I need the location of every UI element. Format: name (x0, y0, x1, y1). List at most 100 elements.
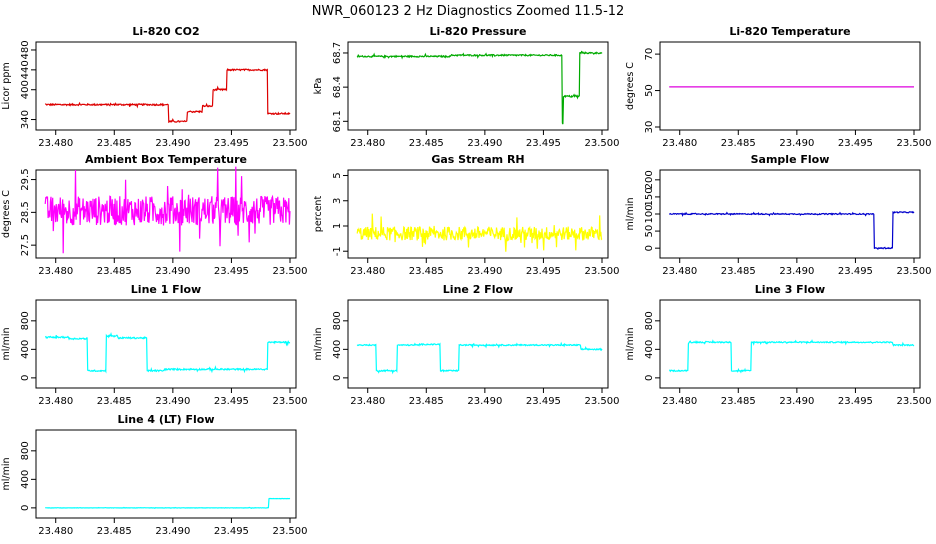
x-tick-label: 23.495 (838, 266, 873, 277)
plot-frame (35, 169, 297, 259)
x-tick-label: 23.485 (409, 138, 444, 149)
panel-title: Li-820 CO2 (132, 25, 199, 38)
x-tick-label: 23.485 (97, 526, 132, 537)
x-tick-label: 23.490 (155, 138, 190, 149)
y-tick-label: 5 (332, 172, 343, 178)
x-tick-label: 23.490 (779, 396, 814, 407)
y-tick-label: 28.5 (20, 201, 31, 223)
y-tick-label: 400 (332, 340, 343, 359)
x-tick-label: 23.500 (273, 526, 308, 537)
y-tick-label: 0 (20, 505, 31, 511)
panel-title: Line 4 (LT) Flow (118, 413, 215, 426)
x-tick-label: 23.485 (409, 266, 444, 277)
plot-frame (347, 169, 609, 259)
y-axis-label: degrees C (1, 190, 12, 238)
plot-frame (35, 41, 297, 131)
x-tick-label: 23.490 (467, 138, 502, 149)
x-tick-label: 23.485 (97, 138, 132, 149)
series-line (45, 332, 291, 374)
y-tick-label: 68.4 (332, 76, 343, 98)
y-tick-label: 400 (20, 80, 31, 99)
y-tick-label: 800 (332, 311, 343, 330)
y-tick-label: 800 (644, 311, 655, 330)
x-tick-label: 23.485 (97, 266, 132, 277)
x-tick-label: 23.480 (662, 138, 697, 149)
x-tick-label: 23.480 (662, 396, 697, 407)
x-tick-label: 23.480 (38, 526, 73, 537)
y-tick-label: 400 (644, 340, 655, 359)
y-tick-label: 440 (20, 60, 31, 79)
x-tick-label: 23.490 (155, 526, 190, 537)
y-tick-label: 0 (332, 375, 343, 381)
x-tick-label: 23.495 (838, 138, 873, 149)
x-tick-label: 23.495 (214, 526, 249, 537)
panel-title: Ambient Box Temperature (85, 153, 247, 166)
x-tick-label: 23.490 (779, 138, 814, 149)
y-tick-label: 30 (644, 121, 655, 134)
y-tick-label: 29.5 (20, 168, 31, 190)
x-tick-label: 23.500 (273, 138, 308, 149)
x-tick-label: 23.485 (409, 396, 444, 407)
y-tick-label: 1 (332, 223, 343, 229)
panel-title: Li-820 Temperature (729, 25, 850, 38)
y-tick-label: 480 (20, 40, 31, 59)
y-tick-label: 400 (20, 340, 31, 359)
y-tick-label: 800 (20, 441, 31, 460)
y-tick-label: 340 (20, 110, 31, 129)
plot-frame (347, 299, 609, 389)
x-tick-label: 23.485 (721, 396, 756, 407)
y-tick-label: 0 (644, 245, 655, 251)
panel-title: Li-820 Pressure (430, 25, 527, 38)
y-tick-label: 150 (644, 187, 655, 206)
figure-title: NWR_060123 2 Hz Diagnostics Zoomed 11.5-… (312, 4, 625, 19)
y-axis-label: ml/min (1, 457, 12, 490)
y-tick-label: 400 (20, 470, 31, 489)
y-axis-label: percent (313, 196, 324, 233)
panel-3: Li-820 Temperature 23.480 23.485 23.490 23.4… (625, 25, 932, 149)
x-tick-label: 23.500 (897, 138, 932, 149)
x-tick-label: 23.485 (721, 138, 756, 149)
x-tick-label: 23.480 (38, 396, 73, 407)
y-tick-label: 100 (644, 204, 655, 223)
x-tick-label: 23.480 (662, 266, 697, 277)
panel-9: Line 3 Flow 23.480 23.485 23.490 23.495 23.50… (625, 283, 932, 407)
x-tick-label: 23.500 (897, 266, 932, 277)
plot-frame (347, 41, 609, 131)
y-tick-label: 50 (644, 225, 655, 238)
panel-10: Line 4 (LT) Flow 23.480 23.485 23.490 23.495… (1, 413, 308, 537)
x-tick-label: 23.495 (838, 396, 873, 407)
x-tick-label: 23.485 (721, 266, 756, 277)
y-tick-label: 200 (644, 170, 655, 189)
x-tick-label: 23.500 (585, 138, 620, 149)
x-tick-label: 23.490 (467, 266, 502, 277)
y-tick-label: 800 (20, 311, 31, 330)
x-tick-label: 23.500 (897, 396, 932, 407)
x-tick-label: 23.495 (214, 138, 249, 149)
y-axis-label: ml/min (313, 327, 324, 360)
x-tick-label: 23.490 (155, 266, 190, 277)
y-tick-label: 0 (644, 375, 655, 381)
y-tick-label: 3 (332, 198, 343, 204)
y-tick-label: 27.5 (20, 234, 31, 256)
y-tick-label: 68.1 (332, 110, 343, 132)
series-line (356, 213, 603, 252)
y-tick-label: 50 (644, 84, 655, 97)
x-tick-label: 23.495 (526, 266, 561, 277)
x-tick-label: 23.490 (467, 396, 502, 407)
panel-title: Sample Flow (751, 153, 830, 166)
y-axis-label: ml/min (625, 197, 636, 230)
panel-title: Line 3 Flow (755, 283, 825, 296)
plot-frame (659, 41, 921, 131)
x-tick-label: 23.480 (38, 266, 73, 277)
y-axis-label: kPa (313, 78, 324, 95)
y-tick-label: -1 (332, 246, 343, 256)
x-tick-label: 23.495 (214, 396, 249, 407)
x-tick-label: 23.495 (526, 396, 561, 407)
x-tick-label: 23.500 (585, 266, 620, 277)
y-tick-label: 70 (644, 48, 655, 61)
x-tick-label: 23.495 (526, 138, 561, 149)
y-axis-label: Licor ppm (1, 62, 12, 109)
plot-frame (35, 429, 297, 519)
